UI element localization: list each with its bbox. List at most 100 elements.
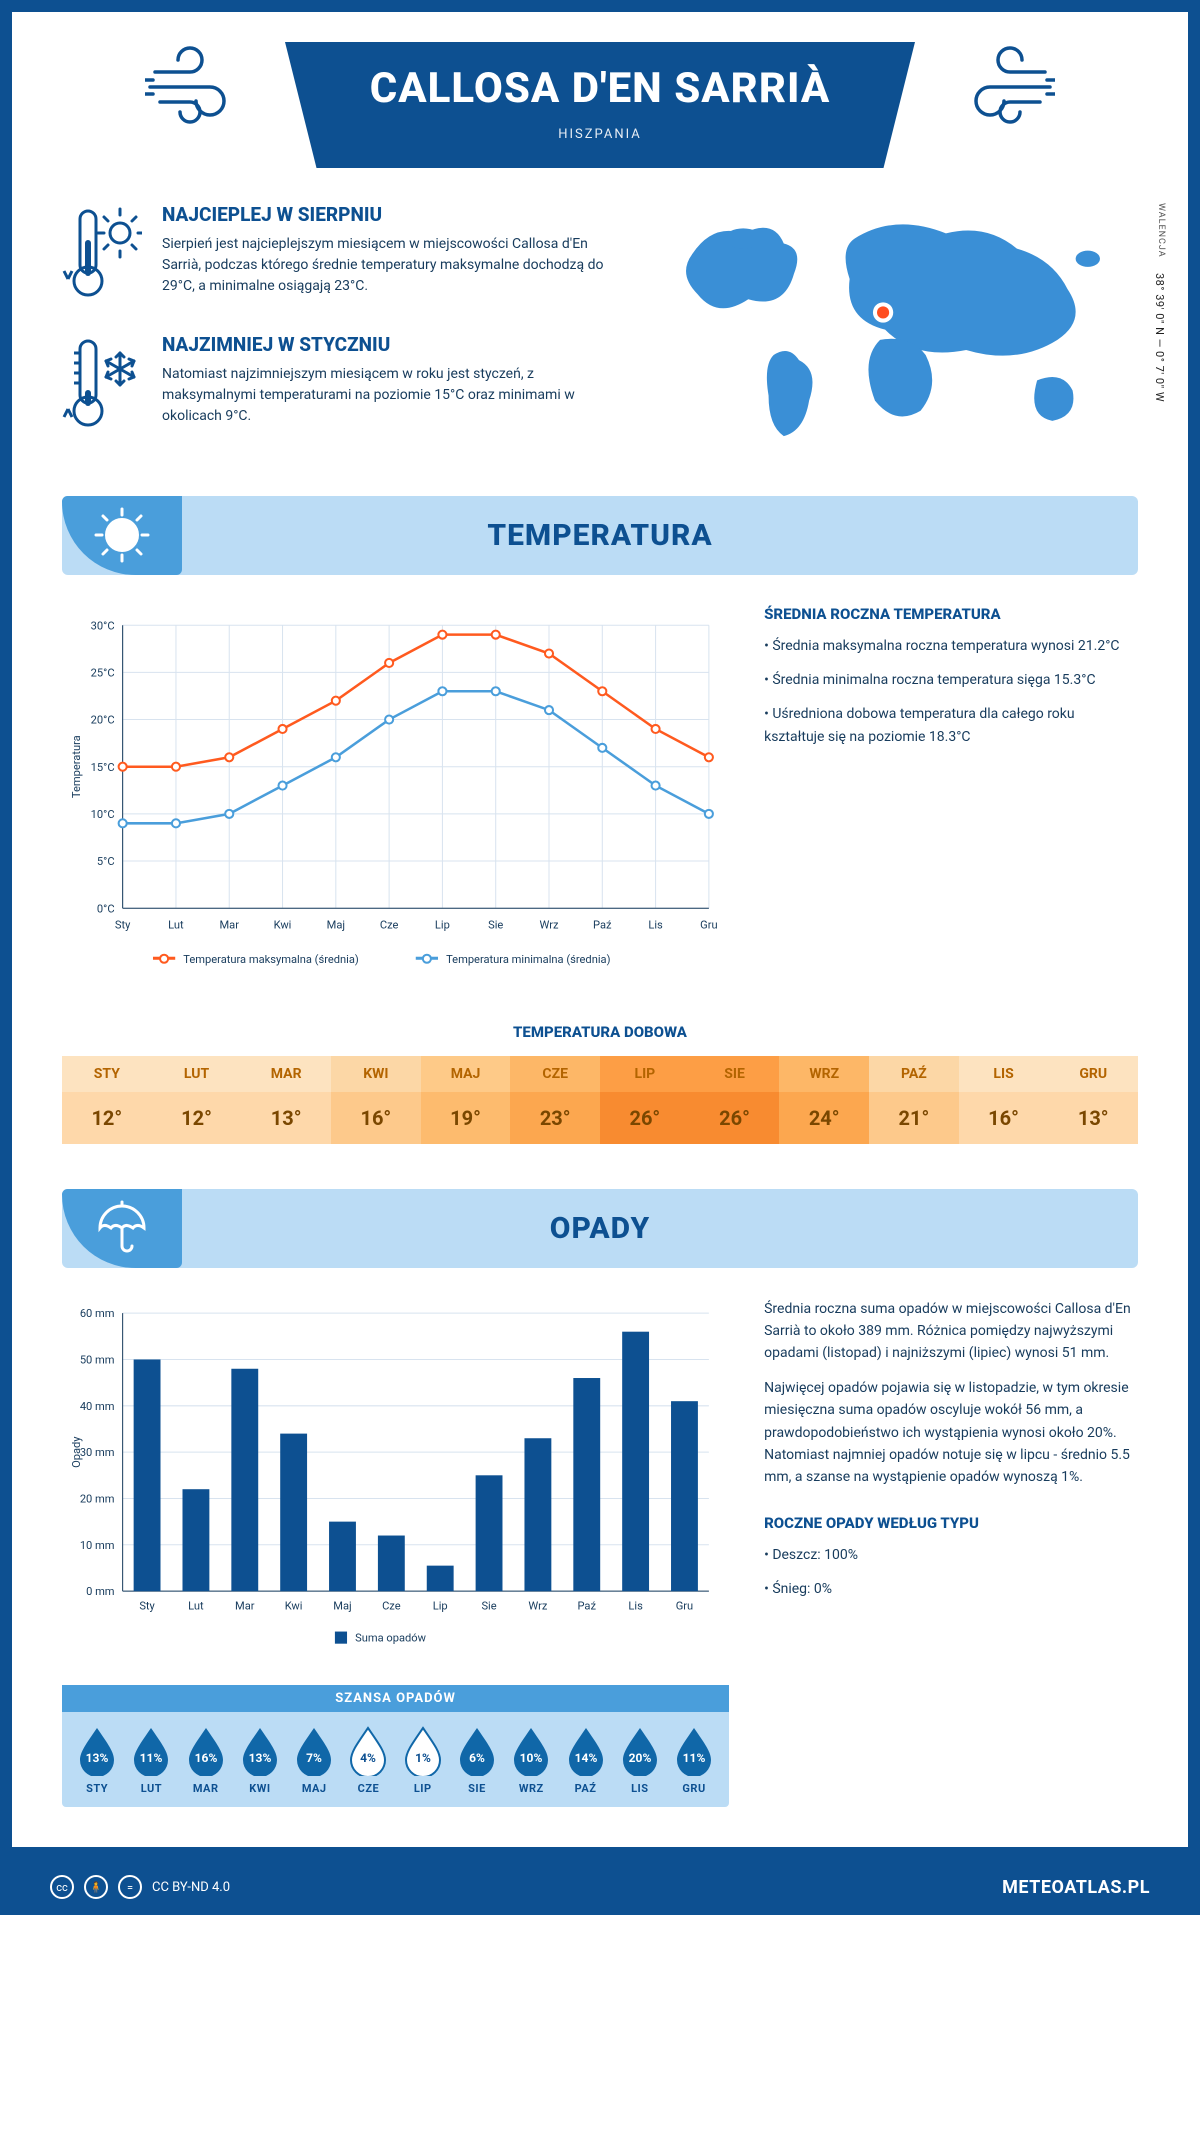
daily-temp-month: MAJ (421, 1056, 511, 1092)
daily-temp-col: CZE 23° (510, 1056, 600, 1144)
daily-temp-col: MAR 13° (241, 1056, 331, 1144)
umbrella-icon (92, 1198, 152, 1258)
daily-temp-month: LIP (600, 1056, 690, 1092)
svg-text:Lis: Lis (648, 918, 663, 931)
daily-temp-value: 24° (779, 1092, 869, 1144)
precip-title: OPADY (62, 1211, 1138, 1246)
country-subtitle: HISZPANIA (355, 127, 845, 142)
title-banner: CALLOSA D'EN SARRIÀ HISZPANIA (285, 42, 915, 168)
daily-temp-value: 23° (510, 1092, 600, 1144)
svg-text:6%: 6% (469, 1751, 485, 1765)
precip-bar-chart: 0 mm10 mm20 mm30 mm40 mm50 mm60 mmOpadyS… (62, 1298, 729, 1662)
svg-text:10%: 10% (520, 1751, 543, 1765)
precip-chance-drop: 7% (293, 1724, 335, 1776)
daily-temp-value: 26° (690, 1092, 780, 1144)
daily-temp-col: SIE 26° (690, 1056, 780, 1144)
svg-text:Wrz: Wrz (539, 918, 559, 931)
city-title: CALLOSA D'EN SARRIÀ (355, 64, 845, 113)
svg-text:15°C: 15°C (91, 760, 115, 773)
avg-temp-bullet: Średnia minimalna roczna temperatura się… (764, 669, 1138, 691)
svg-text:13%: 13% (249, 1751, 272, 1765)
footer: cc 🧍 = CC BY-ND 4.0 METEOATLAS.PL (0, 1859, 1200, 1915)
precip-chance-col: 11% GRU (667, 1724, 721, 1795)
precip-chance-month: WRZ (504, 1782, 558, 1795)
avg-temp-bullets: Średnia maksymalna roczna temperatura wy… (764, 635, 1138, 749)
svg-text:30°C: 30°C (91, 619, 115, 632)
precip-chance-month: STY (70, 1782, 124, 1795)
svg-text:30 mm: 30 mm (80, 1446, 115, 1459)
hot-fact-title: NAJCIEPLEJ W SIERPNIU (162, 203, 622, 226)
svg-text:Temperatura maksymalna (średni: Temperatura maksymalna (średnia) (183, 952, 359, 965)
precip-type-bullet: Śnieg: 0% (764, 1578, 1138, 1600)
daily-temp-value: 16° (959, 1092, 1049, 1144)
svg-text:Maj: Maj (333, 1599, 351, 1612)
svg-text:Sty: Sty (115, 918, 131, 931)
avg-temp-bullet: Średnia maksymalna roczna temperatura wy… (764, 635, 1138, 657)
svg-text:20%: 20% (628, 1751, 651, 1765)
daily-temp-table: STY 12°LUT 12°MAR 13°KWI 16°MAJ 19°CZE 2… (62, 1056, 1138, 1144)
precip-chance-month: SIE (450, 1782, 504, 1795)
daily-temp-value: 13° (241, 1092, 331, 1144)
svg-text:50 mm: 50 mm (80, 1353, 115, 1366)
daily-temp-col: LIP 26° (600, 1056, 690, 1144)
svg-text:10°C: 10°C (91, 807, 115, 820)
daily-temp-value: 12° (152, 1092, 242, 1144)
by-icon: 🧍 (84, 1875, 108, 1899)
site-name: METEOATLAS.PL (1002, 1877, 1150, 1898)
svg-text:Opady: Opady (70, 1435, 83, 1467)
svg-text:0 mm: 0 mm (86, 1585, 114, 1598)
daily-temp-col: GRU 13° (1048, 1056, 1138, 1144)
avg-temp-bullet: Uśredniona dobowa temperatura dla całego… (764, 703, 1138, 748)
svg-text:Paź: Paź (577, 1599, 596, 1612)
precip-chance-drop: 11% (130, 1724, 172, 1776)
daily-temp-value: 12° (62, 1092, 152, 1144)
svg-text:5°C: 5°C (97, 855, 115, 868)
precip-chance-col: 20% LIS (613, 1724, 667, 1795)
svg-text:40 mm: 40 mm (80, 1399, 115, 1412)
precip-chance-month: PAŹ (558, 1782, 612, 1795)
daily-temp-month: CZE (510, 1056, 600, 1092)
intro-section: NAJCIEPLEJ W SIERPNIU Sierpień jest najc… (62, 203, 1138, 471)
svg-text:Maj: Maj (327, 918, 345, 931)
precip-type-bullet: Deszcz: 100% (764, 1544, 1138, 1566)
precip-chance-col: 1% LIP (396, 1724, 450, 1795)
svg-text:7%: 7% (306, 1751, 322, 1765)
precip-chance-drop: 1% (402, 1724, 444, 1776)
daily-temp-col: STY 12° (62, 1056, 152, 1144)
hot-fact-body: Sierpień jest najcieplejszym miesiącem w… (162, 234, 622, 297)
precip-chance-drop: 13% (239, 1724, 281, 1776)
precip-chance-col: 13% KWI (233, 1724, 287, 1795)
precip-chance-month: GRU (667, 1782, 721, 1795)
svg-text:Lis: Lis (628, 1599, 643, 1612)
world-map (652, 203, 1138, 467)
header: CALLOSA D'EN SARRIÀ HISZPANIA (62, 12, 1138, 168)
svg-text:Cze: Cze (382, 1599, 401, 1612)
wind-icon (145, 42, 255, 132)
daily-temp-value: 21° (869, 1092, 959, 1144)
daily-temp-col: LUT 12° (152, 1056, 242, 1144)
thermometer-cold-icon (62, 333, 142, 433)
cold-fact-title: NAJZIMNIEJ W STYCZNIU (162, 333, 622, 356)
svg-text:4%: 4% (361, 1751, 377, 1765)
daily-temp-col: KWI 16° (331, 1056, 421, 1144)
svg-text:Lip: Lip (435, 918, 450, 931)
precip-chance-col: 4% CZE (341, 1724, 395, 1795)
svg-text:Wrz: Wrz (528, 1599, 548, 1612)
svg-text:20 mm: 20 mm (80, 1492, 115, 1505)
svg-text:Gru: Gru (676, 1599, 693, 1612)
precip-chance-month: MAR (179, 1782, 233, 1795)
cc-icon: cc (50, 1875, 74, 1899)
svg-text:13%: 13% (86, 1751, 109, 1765)
precip-chance-month: LIP (396, 1782, 450, 1795)
daily-temp-col: WRZ 24° (779, 1056, 869, 1144)
precip-chance-col: 10% WRZ (504, 1724, 558, 1795)
wind-icon (945, 42, 1055, 132)
precip-chance-col: 7% MAJ (287, 1724, 341, 1795)
avg-temp-title: ŚREDNIA ROCZNA TEMPERATURA (764, 605, 1138, 623)
daily-temp-month: PAŹ (869, 1056, 959, 1092)
precip-chance-drop: 10% (510, 1724, 552, 1776)
precip-chance-drop: 11% (673, 1724, 715, 1776)
svg-text:0°C: 0°C (97, 902, 115, 915)
precip-chance-drop: 16% (185, 1724, 227, 1776)
svg-text:Gru: Gru (700, 918, 717, 931)
